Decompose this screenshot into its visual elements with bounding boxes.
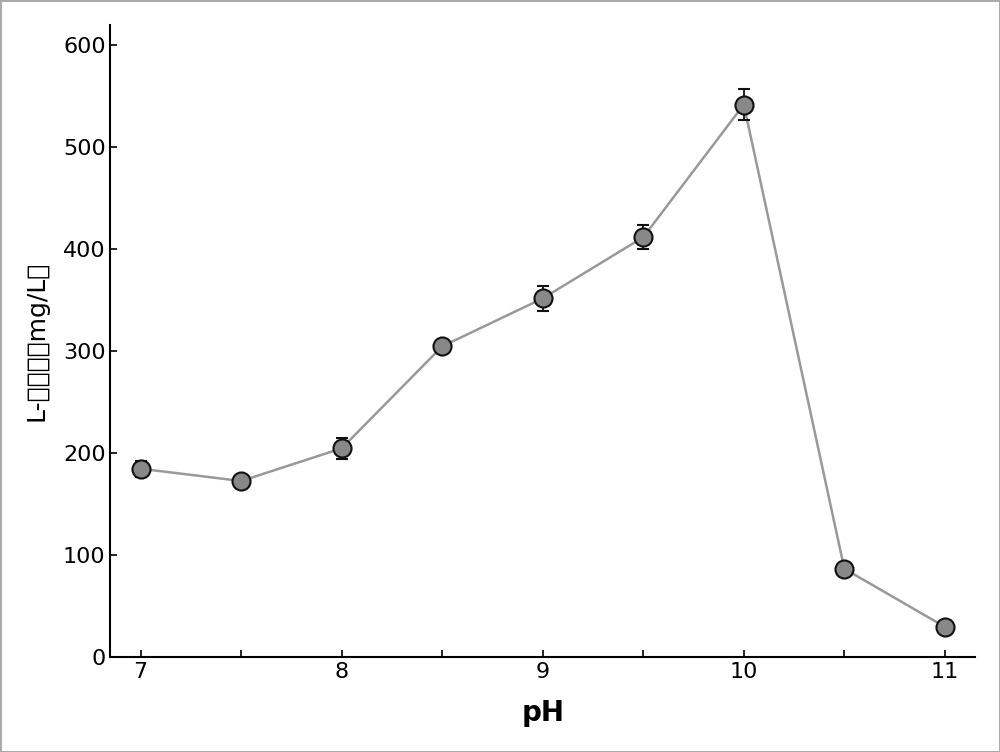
Y-axis label: L-塔格糖（mg/L）: L-塔格糖（mg/L） bbox=[25, 261, 49, 421]
X-axis label: pH: pH bbox=[521, 699, 564, 727]
